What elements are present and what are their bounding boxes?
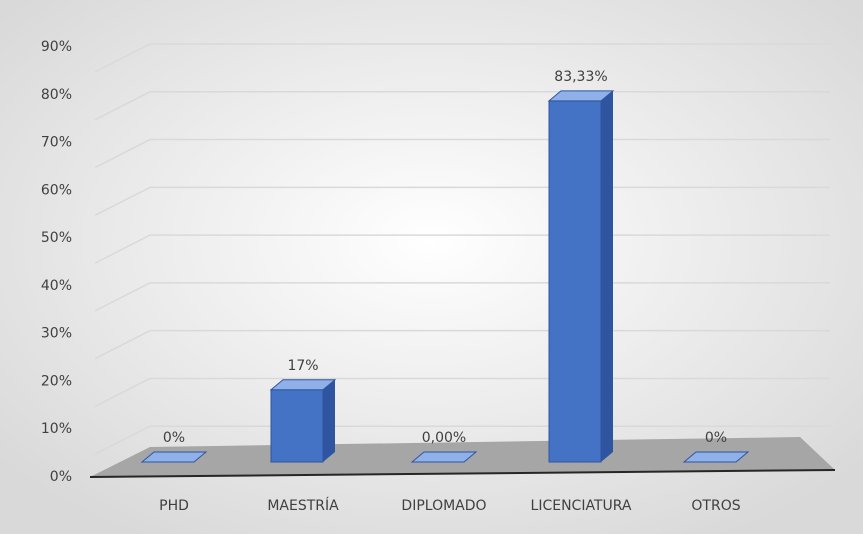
x-tick-label: PHD	[159, 498, 189, 514]
x-tick-label: MAESTRÍA	[267, 497, 339, 514]
y-tick-label: 60%	[41, 182, 72, 198]
y-tick-label: 50%	[41, 230, 72, 246]
y-tick-label: 0%	[50, 469, 72, 485]
grid-line	[94, 43, 830, 73]
x-tick-label: OTROS	[691, 498, 740, 514]
data-label: 83,33%	[554, 69, 607, 85]
bar-front	[548, 100, 602, 463]
data-label: 0%	[163, 430, 185, 446]
data-label: 0%	[705, 430, 727, 446]
bar-side	[601, 90, 613, 463]
y-tick-label: 30%	[41, 326, 72, 342]
y-tick-label: 90%	[41, 39, 72, 55]
bar-front	[270, 389, 324, 463]
bar-top	[547, 90, 615, 102]
data-label: 17%	[287, 358, 318, 374]
data-label: 0,00%	[422, 430, 466, 446]
bar-side	[323, 379, 335, 462]
x-tick-label: DIPLOMADO	[401, 498, 486, 514]
floor-edge	[89, 469, 836, 478]
bar-top	[410, 451, 478, 463]
y-tick-label: 80%	[41, 87, 72, 103]
bar-top	[140, 451, 208, 463]
x-tick-label: LICENCIATURA	[531, 498, 632, 514]
bar-top	[682, 451, 750, 463]
y-tick-label: 10%	[41, 421, 72, 437]
y-tick-label: 70%	[41, 135, 72, 151]
bar-top	[269, 379, 337, 391]
y-tick-label: 20%	[41, 373, 72, 389]
y-tick-label: 40%	[41, 278, 72, 294]
